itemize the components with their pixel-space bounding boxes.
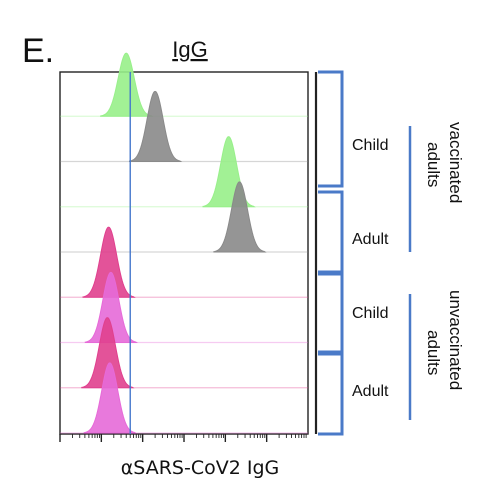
row-label-unvaccinated-child: Child	[352, 305, 388, 322]
group-label-vaccinated: vaccinated adults	[424, 122, 465, 203]
chart-title: IgG	[172, 37, 207, 62]
histogram-layer	[81, 52, 267, 434]
row-bracket-1	[318, 70, 344, 188]
group-label-unvaccinated-line-2: adults	[424, 330, 443, 375]
histogram-vaccinated-adults-child-1	[129, 90, 183, 162]
histogram-unvaccinated-adults-child-4	[82, 226, 136, 298]
row-bracket-3	[318, 272, 344, 354]
x-axis-label: αSARS-CoV2 IgG	[121, 457, 279, 479]
histogram-vaccinated-adults-adult-2	[202, 136, 256, 208]
histogram-unvaccinated-adults-adult-6	[81, 317, 135, 389]
row-bracket-4	[318, 352, 344, 436]
row-label-unvaccinated-adult: Adult	[352, 383, 389, 400]
row-label-vaccinated-adult: Adult	[352, 231, 389, 248]
group-label-vaccinated-line-1: vaccinated	[446, 122, 465, 203]
histogram-unvaccinated-adults-child-5	[84, 271, 139, 343]
group-label-vaccinated-line-2: adults	[424, 142, 443, 187]
group-label-unvaccinated-line-1: unvaccinated	[446, 290, 465, 390]
x-axis-ticks	[59, 434, 307, 442]
group-label-unvaccinated: unvaccinated adults	[424, 290, 465, 390]
histogram-vaccinated-adults-child-0	[100, 52, 154, 117]
row-label-vaccinated-child: Child	[352, 137, 388, 154]
histogram-unvaccinated-adults-adult-7	[83, 362, 137, 434]
histogram-vaccinated-adults-adult-3	[213, 181, 267, 253]
row-bracket-2	[318, 190, 344, 274]
panel-letter: E.	[22, 32, 54, 70]
